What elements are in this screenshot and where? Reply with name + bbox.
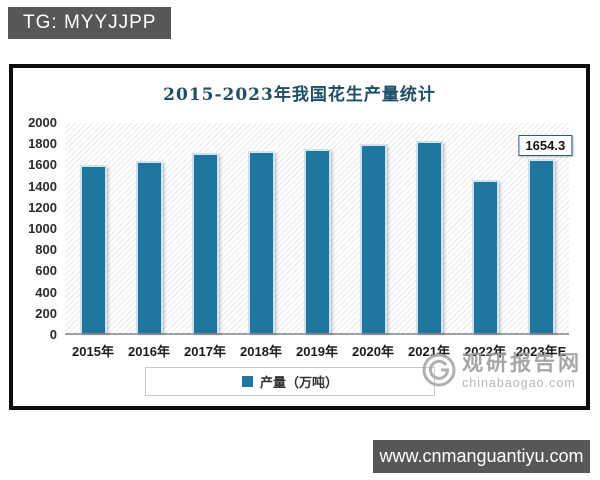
bar-2022年: [471, 179, 499, 333]
bar-2017年: [191, 153, 219, 333]
x-tick-label: 2018年: [240, 344, 282, 359]
y-tick-label: 200: [35, 305, 57, 321]
bar-2021年: [415, 140, 443, 333]
x-tick-label: 2016年: [128, 344, 170, 359]
chart-title: 2015-2023年我国花生产量统计: [163, 85, 436, 105]
bar-2019年: [303, 148, 331, 333]
x-tick-label: 2019年: [296, 344, 338, 359]
y-tick-label: 2000: [28, 115, 57, 130]
x-axis: 2015年 2016年 2017年 2018年 2019年 2020年 2021年 2022年…: [65, 341, 569, 360]
x-tick-label: 2023年E: [515, 344, 567, 359]
bar-2023年E: [527, 159, 555, 333]
y-tick-label: 1000: [28, 220, 57, 236]
data-label-callout: 1654.3: [518, 135, 573, 157]
bar-2020年: [359, 144, 387, 333]
tag-badge: TG: MYYJJPP: [8, 7, 172, 39]
watermark-brand: 观研报告网: [462, 352, 582, 375]
y-tick-label: 800: [35, 242, 57, 258]
x-tick-label: 2022年: [464, 344, 506, 359]
bar-slot: [177, 123, 233, 333]
y-tick-label: 1800: [28, 136, 57, 152]
x-tick-label: 2020年: [352, 344, 394, 359]
bar-2016年: [135, 160, 163, 333]
legend-label: 产量（万吨）: [259, 375, 338, 390]
chart-panel: 2015-2023年我国花生产量统计 2000 1800 1600 1400 1200 1…: [9, 64, 590, 410]
watermark-logo-icon: [421, 352, 457, 393]
y-tick-label: 1200: [28, 199, 57, 215]
bar-slot: [121, 123, 177, 333]
y-axis: 2000 1800 1600 1400 1200 1000 800 600 400 200 0: [19, 116, 57, 342]
bar-slot: [457, 123, 513, 333]
y-tick-label: 1600: [28, 157, 57, 173]
site-url-banner: www.cnmanguantiyu.com: [373, 440, 590, 473]
watermark-text: 观研报告网 chinabaogao.com: [462, 352, 582, 391]
watermark-domain: chinabaogao.com: [462, 376, 576, 390]
y-tick-label: 0: [49, 326, 57, 342]
y-tick-label: 600: [35, 263, 57, 279]
bar-slot: 1654.3: [513, 123, 573, 333]
x-tick-label: 2017年: [184, 344, 226, 359]
watermark: 观研报告网 chinabaogao.com: [421, 352, 596, 393]
bar-slot: [345, 123, 401, 333]
bar-slot: [65, 123, 121, 333]
x-tick-label: 2015年: [72, 344, 114, 359]
bar-slot: [401, 123, 457, 333]
bar-slot: [233, 123, 289, 333]
bar-slot: [289, 123, 345, 333]
bar-2018年: [247, 151, 275, 333]
legend-swatch-icon: [241, 376, 253, 387]
legend-box: 产量（万吨）: [145, 367, 435, 396]
bar-2015年: [79, 165, 107, 333]
plot-area: 1654.3: [65, 123, 573, 335]
y-tick-label: 1400: [28, 178, 57, 194]
y-tick-label: 400: [35, 284, 57, 300]
